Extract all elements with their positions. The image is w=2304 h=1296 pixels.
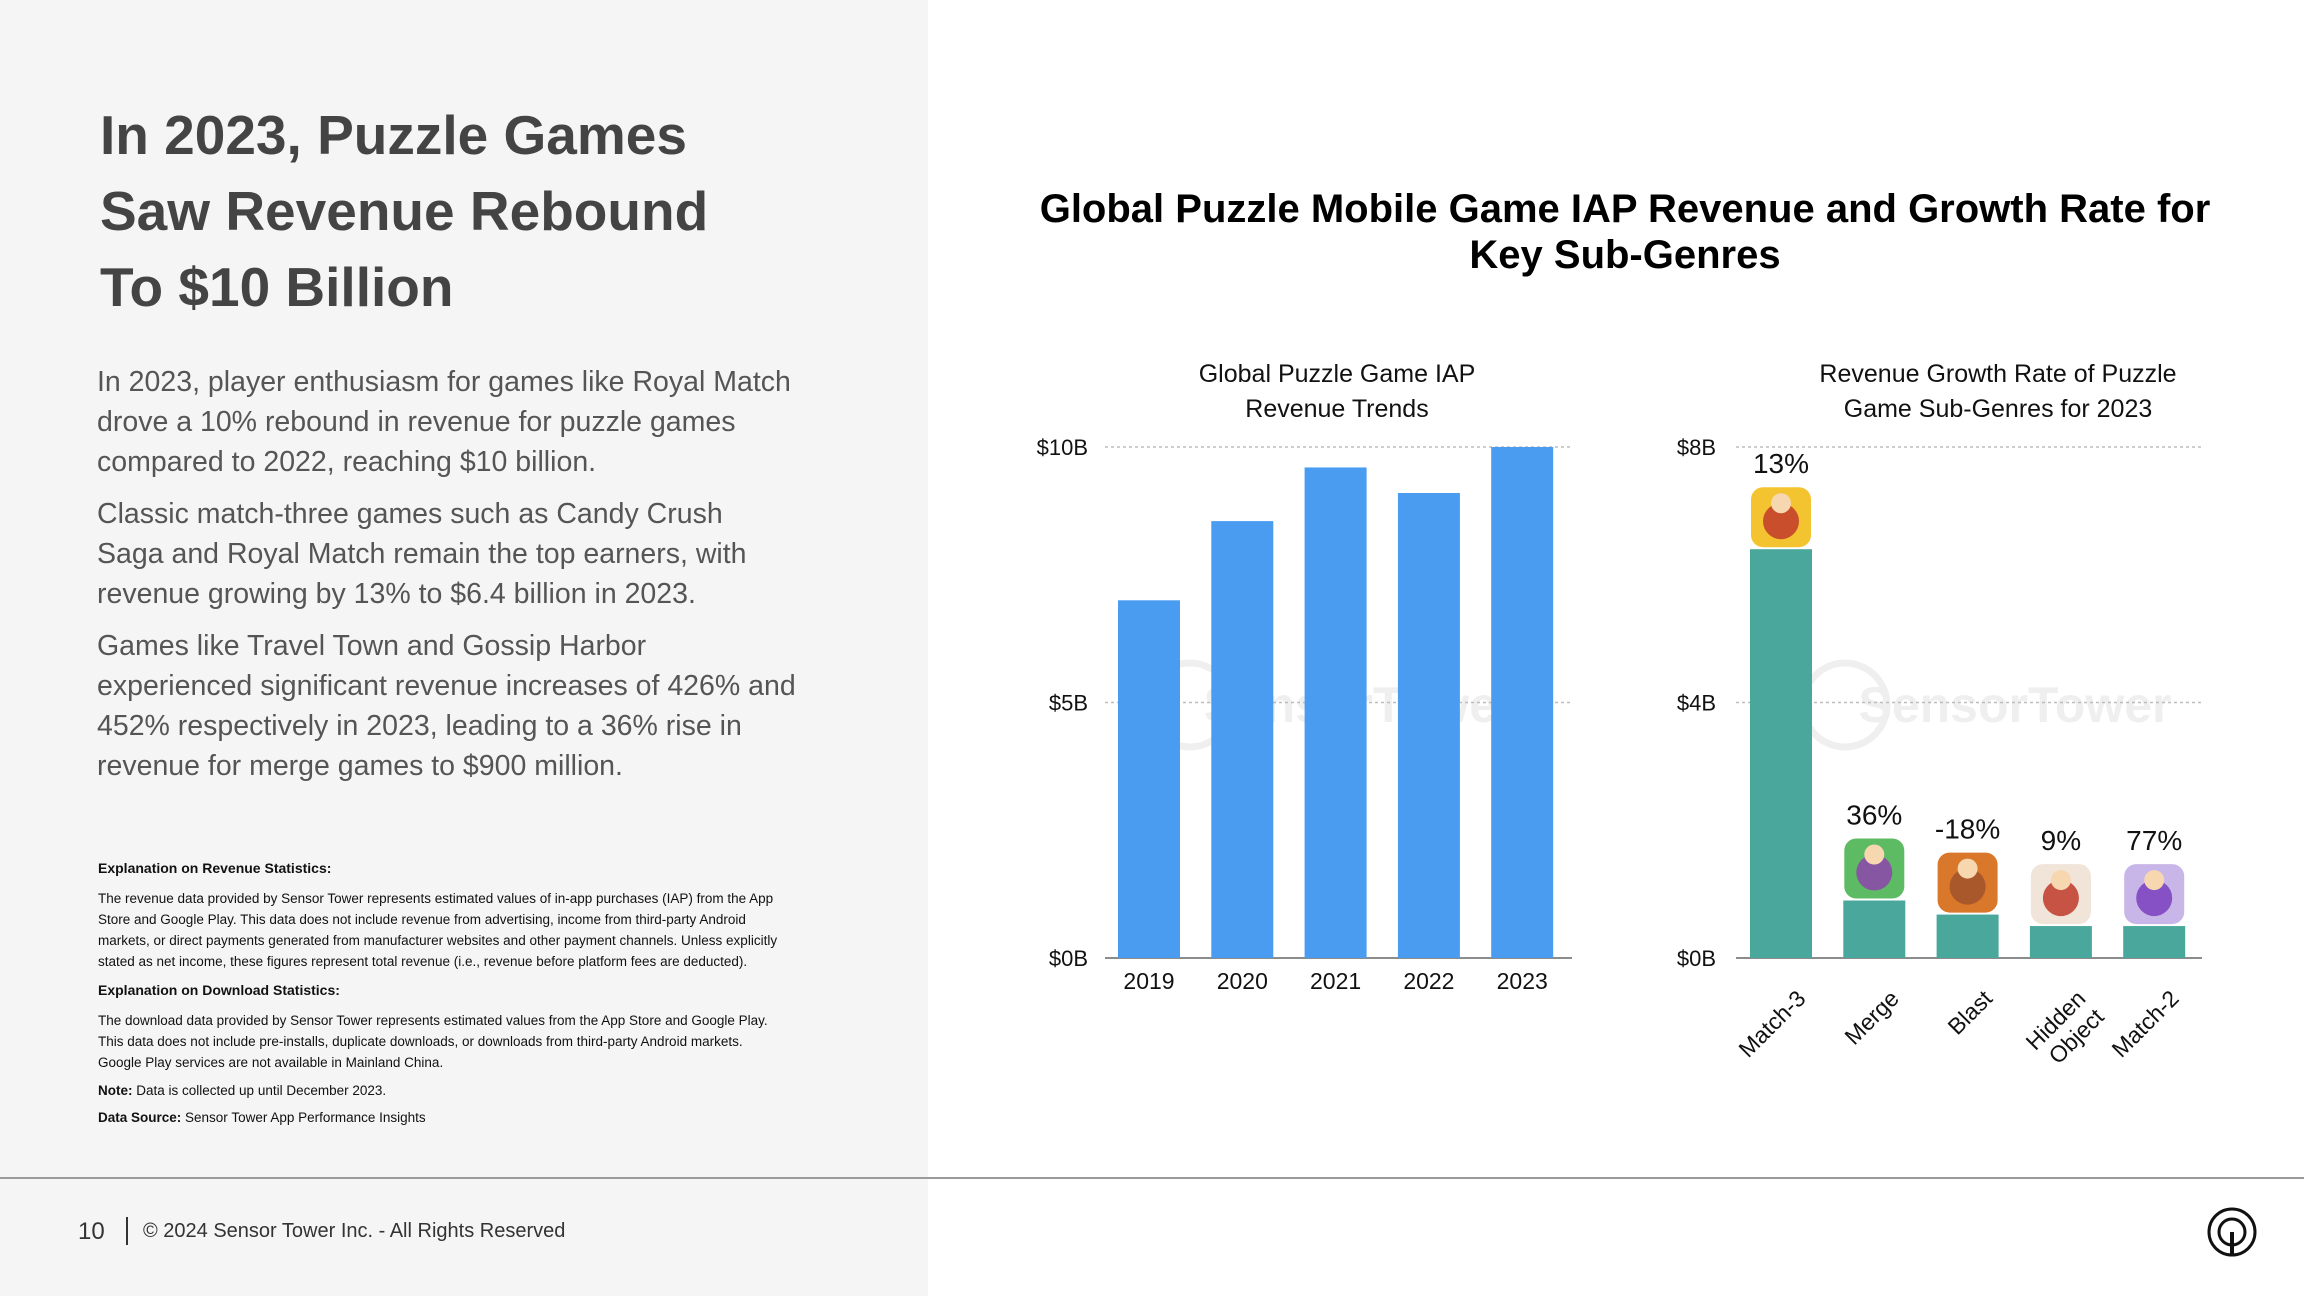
app-icon-face: [2144, 870, 2165, 891]
app-icon-figure: [1856, 854, 1893, 891]
source-text: Sensor Tower App Performance Insights: [181, 1110, 426, 1125]
note-text: Data is collected up until December 2023…: [132, 1083, 387, 1098]
app-icon-figure: [1763, 503, 1799, 540]
source-line: Data Source: Sensor Tower App Performanc…: [98, 1110, 778, 1125]
revenue-notes-title: Explanation on Revenue Statistics:: [98, 860, 332, 876]
methodology-notes: Explanation on Revenue Statistics: The r…: [98, 860, 778, 1137]
chart-2: Revenue Growth Rate of Puzzle Game Sub-Ge…: [1677, 360, 2202, 1074]
x-tick-label-line: Blast: [1943, 985, 1998, 1040]
bar: [1397, 492, 1460, 958]
body-paragraph-1: In 2023, player enthusiasm for games lik…: [97, 366, 791, 478]
headline-line-1: In 2023, Puzzle Games: [100, 104, 687, 166]
download-notes-body: The download data provided by Sensor Tow…: [98, 1013, 768, 1070]
left-panel: [0, 0, 928, 1296]
x-tick-label: Merge: [1839, 985, 1903, 1049]
x-tick-label: 2021: [1310, 968, 1361, 994]
bar: [1936, 914, 1999, 958]
body-paragraph-3: Games like Travel Town and Gossip Harbor…: [97, 630, 796, 782]
app-icon-face: [1771, 493, 1791, 514]
footer-separator: [126, 1217, 128, 1245]
hidden-object-girl-icon: [2030, 864, 2091, 925]
x-tick-label: 2022: [1403, 968, 1454, 994]
x-tick-label: Match-3: [1733, 985, 1810, 1062]
y-tick-label: $4B: [1677, 691, 1716, 716]
sensor-tower-logo-icon: [2207, 1207, 2257, 1257]
chart-1-title-line: Revenue Trends: [1245, 395, 1428, 423]
merge-girl-avatar-icon: [1844, 838, 1905, 899]
app-icon-face: [2050, 870, 2071, 891]
app-icon-figure: [1949, 868, 1986, 905]
bar: [2123, 926, 2186, 958]
headline-line-2: Saw Revenue Rebound: [100, 180, 709, 242]
y-tick-label: $0B: [1049, 946, 1088, 971]
watermark-logo: SensorTower: [1799, 659, 2172, 751]
revenue-notes-body: The revenue data provided by Sensor Towe…: [98, 891, 778, 969]
body-paragraph-2: Classic match-three games such as Candy …: [97, 498, 747, 610]
y-tick-label: $10B: [1037, 435, 1088, 460]
bar: [1750, 549, 1812, 958]
x-tick-label: Match-2: [2107, 985, 2184, 1062]
copyright: © 2024 Sensor Tower Inc. - All Rights Re…: [143, 1220, 566, 1242]
note-label: Note:: [98, 1083, 133, 1098]
chart-2-title-line: Game Sub-Genres for 2023: [1844, 395, 2153, 423]
x-tick-label: 2019: [1123, 968, 1174, 994]
bar: [1304, 467, 1367, 958]
x-tick-label: 2020: [1217, 968, 1268, 994]
download-notes-title: Explanation on Download Statistics:: [98, 982, 340, 998]
chart-main-title: Global Puzzle Mobile Game IAP Revenue an…: [1039, 187, 2211, 277]
growth-rate-label: 9%: [2041, 825, 2081, 856]
chart-2-title-line: Revenue Growth Rate of Puzzle: [1819, 360, 2176, 388]
growth-rate-label: -18%: [1935, 814, 2000, 845]
x-tick-label: HiddenObject: [2021, 985, 2110, 1074]
app-icon-figure: [2042, 880, 2079, 917]
blast-bear-icon: [1937, 852, 1998, 913]
growth-rate-label: 36%: [1846, 800, 1902, 831]
y-tick-label: $5B: [1049, 691, 1088, 716]
app-icon-face: [1957, 858, 1978, 879]
bar: [2029, 926, 2092, 958]
page-number: 10: [78, 1218, 105, 1245]
match2-butterfly-icon: [2124, 864, 2185, 925]
footer-divider: [0, 1177, 2304, 1179]
x-tick-label-line: Merge: [1839, 985, 1903, 1049]
y-tick-label: $0B: [1677, 946, 1716, 971]
bar: [1118, 600, 1180, 958]
growth-rate-label: 77%: [2126, 825, 2182, 856]
note-line: Note: Data is collected up until Decembe…: [98, 1083, 778, 1098]
watermark-text: SensorTower: [1858, 677, 2171, 733]
x-tick-label-line: Match-3: [1733, 985, 1810, 1062]
chart-1-title-line: Global Puzzle Game IAP: [1199, 360, 1476, 388]
source-label: Data Source:: [98, 1110, 182, 1125]
bar: [1211, 521, 1274, 958]
app-icon-figure: [2136, 880, 2173, 917]
bar: [1843, 900, 1906, 958]
match3-king-avatar-icon: [1751, 487, 1811, 548]
y-tick-label: $8B: [1677, 435, 1716, 460]
x-tick-label: Blast: [1943, 985, 1998, 1040]
app-icon-face: [1864, 844, 1885, 865]
x-tick-label: 2023: [1497, 968, 1548, 994]
headline-line-3: To $10 Billion: [100, 256, 454, 318]
headline: In 2023, Puzzle Games Saw Revenue Reboun…: [100, 97, 860, 325]
body-text: In 2023, player enthusiasm for games lik…: [97, 362, 797, 798]
x-tick-label-line: Match-2: [2107, 985, 2184, 1062]
growth-rate-label: 13%: [1753, 448, 1809, 479]
bar: [1491, 447, 1554, 958]
